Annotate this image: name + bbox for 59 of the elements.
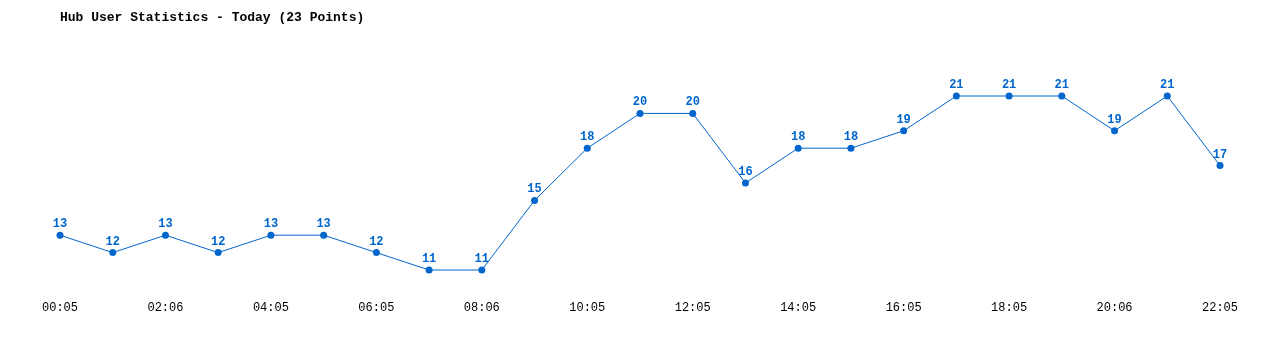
x-tick-label: 02:06 xyxy=(147,300,184,315)
point xyxy=(1005,92,1013,100)
point xyxy=(952,92,960,100)
data-label: 21 xyxy=(1160,78,1175,92)
data-label: 21 xyxy=(1054,78,1070,92)
data-label: 18 xyxy=(790,130,806,145)
point xyxy=(689,109,697,117)
x-tick-label: 22:05 xyxy=(1201,300,1239,315)
x-tick-label: 06:05 xyxy=(358,300,395,315)
point xyxy=(161,231,169,239)
point xyxy=(267,231,275,239)
data-label: 11 xyxy=(421,252,437,266)
data-label: 12 xyxy=(105,234,120,249)
x-tick-label: 12:05 xyxy=(674,300,711,315)
data-label: 19 xyxy=(896,112,911,127)
data-label: 13 xyxy=(263,217,279,232)
point xyxy=(847,144,855,152)
point xyxy=(900,127,908,135)
point xyxy=(320,231,328,239)
point xyxy=(1216,162,1224,170)
point xyxy=(531,196,539,204)
x-tick-label: 08:06 xyxy=(463,300,500,315)
data-label: 11 xyxy=(474,252,490,266)
data-label: 20 xyxy=(685,95,700,110)
data-label: 15 xyxy=(527,182,542,197)
point xyxy=(1058,92,1066,100)
data-label: 18 xyxy=(843,130,859,145)
data-label: 13 xyxy=(158,217,173,232)
x-tick-label: 10:05 xyxy=(569,300,606,315)
data-label: 13 xyxy=(316,217,331,232)
point xyxy=(636,109,644,117)
data-label: 16 xyxy=(738,165,753,179)
point xyxy=(1111,127,1119,135)
point xyxy=(56,231,64,239)
data-label: 18 xyxy=(580,130,595,145)
point xyxy=(372,249,380,257)
point xyxy=(478,266,486,274)
data-label: 12 xyxy=(210,234,226,249)
point xyxy=(425,266,433,274)
data-label: 17 xyxy=(1212,147,1228,162)
point xyxy=(794,144,802,152)
data-label: 21 xyxy=(949,78,964,92)
point xyxy=(583,144,591,152)
point xyxy=(214,249,222,257)
chart-title: Hub User Statistics - Today (23 Points) xyxy=(60,10,365,25)
point xyxy=(1163,92,1171,100)
x-tick-label: 04:05 xyxy=(252,300,289,315)
data-label: 13 xyxy=(52,217,68,232)
x-tick-label: 18:05 xyxy=(991,300,1028,315)
x-tick-label: 14:05 xyxy=(780,300,817,315)
x-tick-label: 20:06 xyxy=(1096,300,1133,315)
data-label: 19 xyxy=(1107,112,1122,127)
point xyxy=(741,179,749,187)
data-label: 20 xyxy=(632,95,648,110)
data-label: 21 xyxy=(1001,78,1017,92)
data-label: 12 xyxy=(369,234,384,249)
point xyxy=(109,249,117,257)
x-tick-label: 00:05 xyxy=(41,300,79,315)
x-tick-label: 16:05 xyxy=(885,300,922,315)
